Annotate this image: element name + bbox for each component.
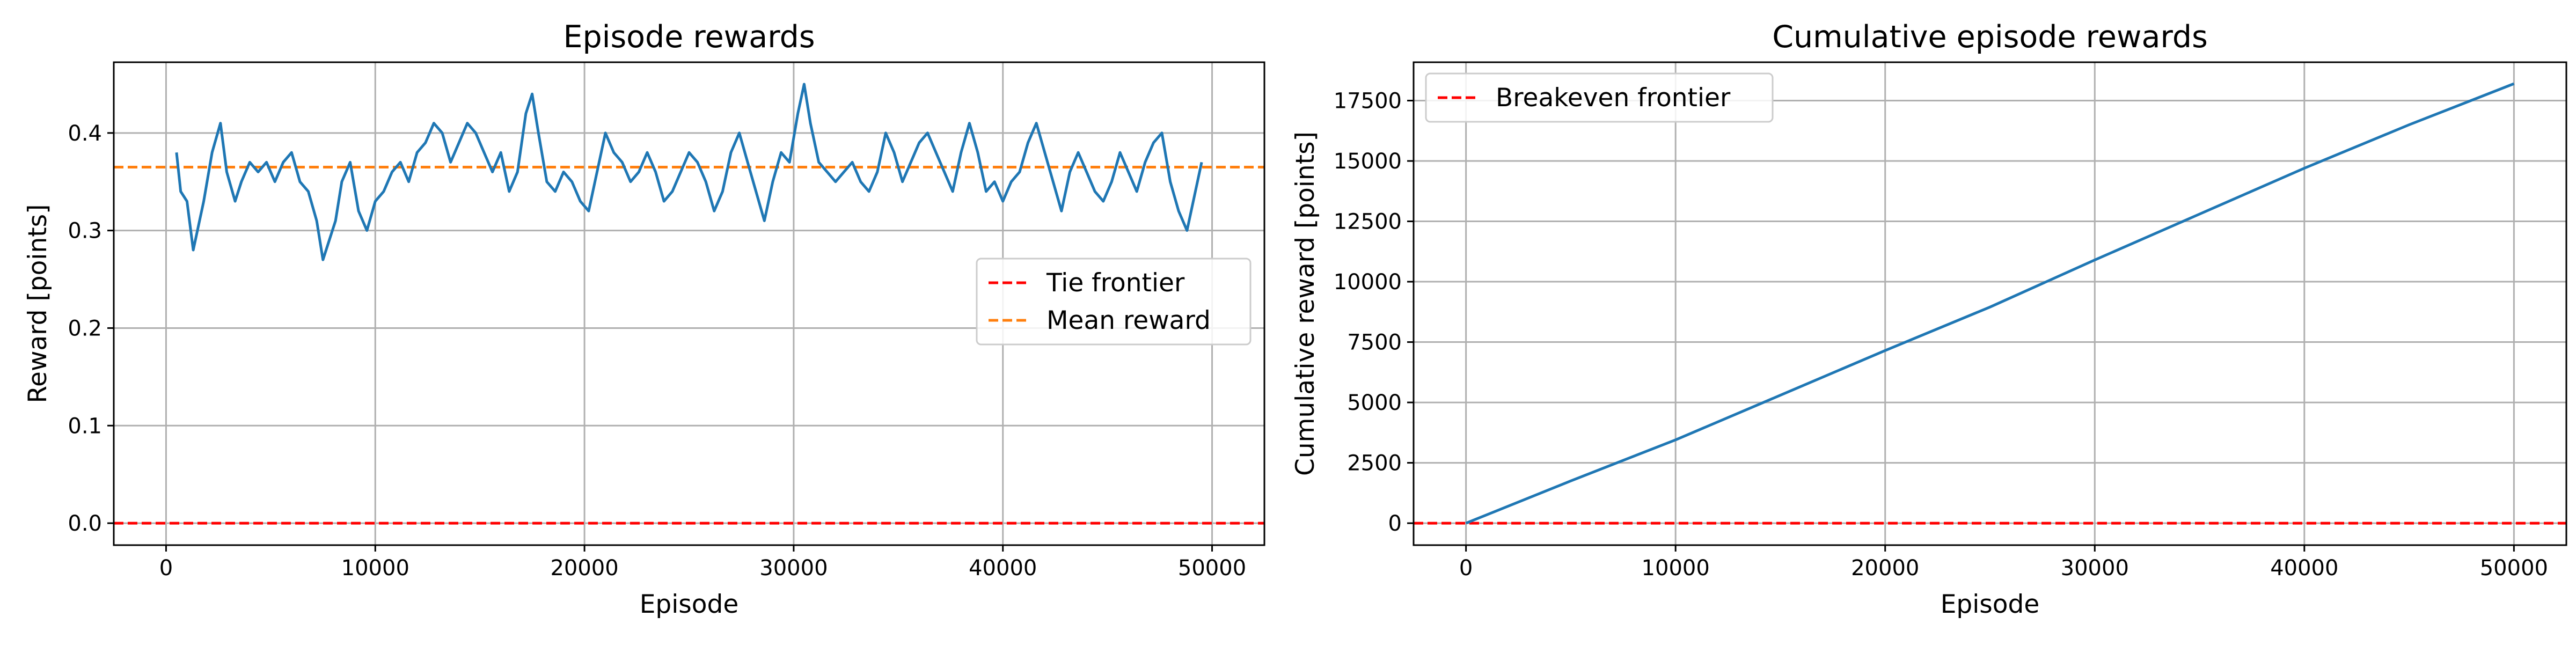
y-tick-label: 0.4 [68,121,102,146]
x-tick-label: 20000 [1851,556,1919,581]
series-line [175,83,1203,261]
y-axis-label: Cumulative reward [points] [1291,131,1320,476]
y-tick-label: 10000 [1334,270,1402,295]
legend-label: Breakeven frontier [1496,83,1731,113]
x-tick-label: 0 [159,556,173,581]
y-tick-label: 0.1 [68,414,102,438]
chart-panel-2: 0 10000 20000 30000 40000 50000 0 2500 5000 7500 1… [1291,19,2567,619]
legend-box [1425,72,1774,123]
y-tick-label: 2500 [1347,451,1402,476]
y-tick-label: 12500 [1334,210,1402,234]
legend: Tie frontier Mean reward [976,258,1252,346]
y-tick-label: 0.2 [68,316,102,341]
x-axis-label: Episode [1941,590,2040,619]
x-tick-label: 40000 [969,556,1037,581]
x-tick-label: 20000 [550,556,618,581]
y-tick-label: 15000 [1334,149,1402,174]
chart-title: Cumulative episode rewards [1772,19,2208,55]
axes-frame [1413,61,2567,546]
x-tick-label: 50000 [1178,556,1246,581]
x-tick-label: 40000 [2270,556,2338,581]
x-tick-label: 0 [1459,556,1473,581]
y-tick-label: 17500 [1334,89,1402,114]
y-tick-label: 0.3 [68,219,102,244]
series-line [1465,82,2515,525]
axes-frame [113,61,1265,546]
x-tick-label: 30000 [2061,556,2129,581]
y-tick-label: 0.0 [68,511,102,536]
x-tick-label: 10000 [1642,556,1710,581]
legend: Breakeven frontier [1425,72,1774,123]
x-tick-label: 10000 [341,556,409,581]
chart-title: Episode rewards [563,19,815,55]
x-tick-label: 30000 [759,556,828,581]
y-tick-label: 0 [1388,511,1402,536]
x-axis-label: Episode [640,590,739,619]
y-tick-label: 7500 [1347,331,1402,355]
y-axis-label: Reward [points] [23,204,53,403]
legend-label: Mean reward [1046,306,1211,335]
legend-label: Tie frontier [1046,268,1185,298]
y-tick-label: 5000 [1347,391,1402,415]
chart-panel-1: 0 10000 20000 30000 40000 50000 0.0 0.1 0.2 0.3 0.… [23,19,1265,619]
x-tick-label: 50000 [2480,556,2548,581]
legend-box [976,258,1252,346]
